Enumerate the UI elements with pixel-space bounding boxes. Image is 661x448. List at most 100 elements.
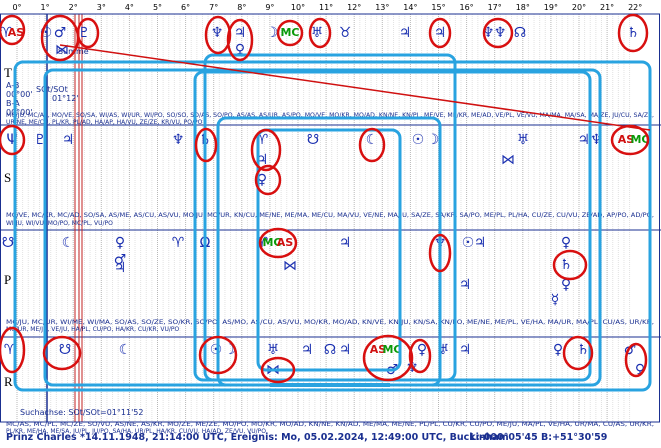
scale-label: 15° xyxy=(431,3,445,12)
highlight-ellipse xyxy=(254,164,282,196)
planet-symbol: ♃ xyxy=(459,277,472,293)
highlight-ellipse xyxy=(617,13,649,53)
planet-symbol: MC xyxy=(280,26,299,39)
planet-symbol: ⋈ xyxy=(55,42,69,58)
planet-symbol: ☉ xyxy=(412,132,425,148)
highlight-ellipse xyxy=(308,17,332,49)
highlight-ellipse xyxy=(258,227,298,259)
highlight-ellipse xyxy=(276,19,304,47)
planet-symbol: ⋈ xyxy=(283,258,297,274)
highlight-ellipse xyxy=(42,335,82,371)
highlight-ellipse xyxy=(610,124,650,156)
scale-label: 11° xyxy=(319,3,333,12)
scale-label: 10° xyxy=(291,3,305,12)
planet-symbol: ♃ xyxy=(399,25,412,41)
planet-symbol: ☊ xyxy=(514,25,526,41)
planet-symbol: ♃ xyxy=(339,342,352,358)
highlight-ellipse xyxy=(408,338,432,374)
highlight-ellipse xyxy=(260,356,296,384)
highlight-box xyxy=(256,128,402,372)
planet-symbol: ♀ xyxy=(257,172,267,188)
scale-label: 9° xyxy=(265,3,274,12)
planet-symbol: AS xyxy=(277,236,294,249)
scale-label: 8° xyxy=(237,3,246,12)
planet-symbol: ☾ xyxy=(119,342,132,358)
highlight-ellipse xyxy=(226,18,254,62)
midpoint-list: MC/VE, MC/KR, MC/AD, SO/SA, AS/ME, AS/CU… xyxy=(6,212,654,219)
row-label: T xyxy=(4,65,12,80)
planet-symbol: ♀ xyxy=(561,277,571,293)
scale-label: 19° xyxy=(544,3,558,12)
highlight-ellipse xyxy=(250,128,282,172)
planet-symbol: ♀ xyxy=(235,42,245,58)
grid: 0° 1° 2° 3° 4° 5° 6° 7° 8° 9° 10° 11° 12° 13° 14° 15° 16… xyxy=(0,3,661,435)
planet-symbol: ♆ xyxy=(211,25,224,41)
scale-label: 22° xyxy=(628,3,642,12)
planet-symbol: ⋈ xyxy=(501,152,515,168)
planet-symbol: ♆ xyxy=(494,25,507,41)
planet-symbol: ♂ xyxy=(54,25,67,41)
scale-label: 20° xyxy=(572,3,586,12)
frame xyxy=(0,13,660,423)
planet-symbol: ☋ xyxy=(307,132,319,148)
planet-symbol: ♅ xyxy=(517,132,530,148)
row-label: S xyxy=(4,170,11,185)
highlight-ellipse xyxy=(624,342,648,378)
planet-symbol: ♆ xyxy=(172,132,185,148)
midpoint-list: MC/AS, MC/PL, MC/ZE, SO/VU, AS/NE, AS/KR… xyxy=(6,421,654,428)
planet-symbol: ♄ xyxy=(627,25,640,41)
midpoint-list: MC/JU, MC/AP, MO/VE, SO/SA, WI/AS, WI/UR… xyxy=(6,112,654,119)
scale-label: 18° xyxy=(516,3,530,12)
footer: Prinz Charles *14.11.1948, 21:14:00 UTC,… xyxy=(6,432,509,443)
scale-label: 5° xyxy=(153,3,162,12)
planet-symbol: ♈ xyxy=(4,342,17,358)
planet-symbol: ♄ xyxy=(560,257,573,273)
note: B-A xyxy=(6,99,20,108)
midpoint-list: MC/JU, MC/UR, WI/ME, WI/MA, SO/AS, SO/ZE… xyxy=(6,319,654,326)
scale-label: 2° xyxy=(69,3,78,12)
planet-symbol: ☽ xyxy=(427,132,440,148)
note: A-B xyxy=(6,81,19,90)
highlight-ellipse xyxy=(76,17,100,49)
planet-symbol: AS xyxy=(8,26,25,39)
row-label: P xyxy=(4,272,11,287)
scale-label: 6° xyxy=(181,3,190,12)
planet-symbol: ♃ xyxy=(434,25,447,41)
row-label: R xyxy=(4,374,13,389)
planet-symbol: MC xyxy=(262,236,281,249)
scale-label: 14° xyxy=(403,3,417,12)
overlays xyxy=(0,13,652,392)
scale-label: 13° xyxy=(375,3,389,12)
midpoint-list: PL/KR, ME/HA, ME/SA, JU/PL, JU/PO, SA/HA… xyxy=(6,428,266,435)
planet-symbol: ☋ xyxy=(59,342,71,358)
planet-symbol: ♈ xyxy=(0,25,13,41)
planet-symbol: ☉ xyxy=(210,342,223,358)
planet-symbol: MC xyxy=(630,133,649,146)
planet-symbol: ☊ xyxy=(324,342,336,358)
planet-symbol: ☋ xyxy=(2,235,14,251)
planet-symbol: ♃ xyxy=(234,25,247,41)
highlight-ellipse xyxy=(0,14,26,46)
planet-symbol: ☾ xyxy=(62,235,75,251)
highlight-ellipse xyxy=(428,17,452,49)
highlight-ellipse xyxy=(362,334,414,382)
planet-symbol: ♇ xyxy=(78,25,91,41)
scale-label: 12° xyxy=(347,3,361,12)
planet-symbol: Ψ xyxy=(6,132,17,148)
highlight-ellipse xyxy=(204,15,232,55)
planet-symbol: ♀ xyxy=(561,235,571,251)
highlight-ellipse xyxy=(0,124,26,156)
scale-label: 7° xyxy=(209,3,218,12)
planet-symbol: AS xyxy=(370,343,387,356)
planet-symbol: ☿ xyxy=(551,292,560,308)
planet-symbol: ♂ xyxy=(114,252,127,268)
scale-label: 0° xyxy=(12,3,21,12)
highlight-ellipse xyxy=(198,335,238,375)
note: 01°12' xyxy=(52,94,79,103)
planet-symbol: ♅ xyxy=(311,25,324,41)
planet-symbol: MC xyxy=(382,343,401,356)
planet-symbol: ♃ xyxy=(474,235,487,251)
note: SOt/SOt xyxy=(36,85,68,94)
planet-symbol: ☽ xyxy=(266,25,279,41)
